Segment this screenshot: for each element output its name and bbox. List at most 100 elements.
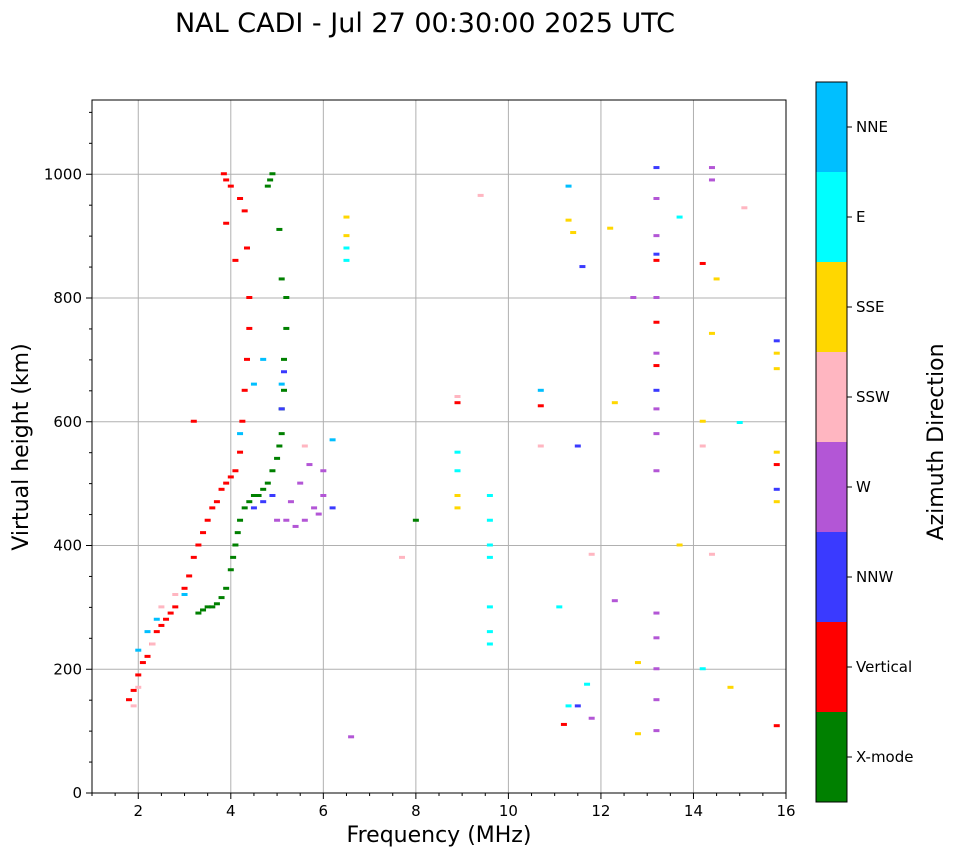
data-point <box>574 704 581 708</box>
data-point <box>537 404 544 408</box>
data-point <box>181 593 188 596</box>
data-point <box>250 382 257 386</box>
data-point <box>653 296 660 299</box>
data-point <box>634 732 641 736</box>
data-point <box>209 605 216 609</box>
data-point <box>611 599 618 603</box>
data-point <box>144 630 151 634</box>
data-point <box>204 605 211 609</box>
data-point <box>278 407 285 411</box>
colorbar-label: W <box>856 478 871 496</box>
data-point <box>250 494 257 497</box>
x-tick-label: 16 <box>776 802 795 820</box>
data-point <box>713 277 720 281</box>
x-tick-label: 6 <box>319 802 329 820</box>
data-point <box>283 296 290 299</box>
data-point <box>234 531 241 535</box>
colorbar-label: NNW <box>856 568 893 586</box>
data-point <box>773 450 780 454</box>
data-point <box>149 642 156 646</box>
colorbar-segment <box>816 532 847 622</box>
data-point <box>773 724 780 728</box>
data-point <box>281 357 288 361</box>
data-point <box>653 234 660 238</box>
data-point <box>486 543 493 547</box>
data-point <box>348 735 355 739</box>
colorbar-segment <box>816 262 847 352</box>
data-point <box>269 469 276 473</box>
data-point <box>126 698 133 702</box>
data-point <box>153 617 160 621</box>
data-point <box>200 531 207 535</box>
y-tick-label: 600 <box>53 413 82 431</box>
data-points <box>126 166 780 739</box>
data-point <box>611 401 618 405</box>
data-point <box>241 506 248 510</box>
data-point <box>708 178 715 182</box>
data-point <box>736 420 743 424</box>
data-point <box>195 611 202 615</box>
colorbar-label: SSE <box>856 298 885 316</box>
x-axis-label: Frequency (MHz) <box>347 823 532 848</box>
data-point <box>274 456 281 460</box>
data-point <box>588 552 595 556</box>
data-point <box>315 512 322 516</box>
x-tick-label: 4 <box>226 802 236 820</box>
data-point <box>454 401 461 405</box>
data-point <box>237 518 244 522</box>
data-point <box>260 487 267 491</box>
y-tick-label: 400 <box>53 537 82 555</box>
colorbar-label: NNE <box>856 118 888 136</box>
data-point <box>676 543 683 547</box>
data-point <box>283 518 290 522</box>
data-point <box>343 258 350 262</box>
data-point <box>220 172 227 176</box>
data-point <box>329 438 336 442</box>
data-point <box>306 463 313 467</box>
data-point <box>200 608 207 612</box>
data-point <box>135 685 142 689</box>
data-point <box>537 388 544 392</box>
data-point <box>232 469 239 473</box>
colorbar-segment <box>816 172 847 262</box>
data-point <box>486 494 493 497</box>
data-point <box>607 226 614 230</box>
data-point <box>227 184 234 188</box>
data-point <box>274 518 281 522</box>
data-point <box>158 623 165 627</box>
data-point <box>486 642 493 646</box>
data-point <box>301 444 308 448</box>
data-point <box>260 500 267 504</box>
data-point <box>486 555 493 559</box>
data-point <box>653 166 660 170</box>
colorbar-title: Azimuth Direction <box>924 343 949 540</box>
data-point <box>653 197 660 200</box>
data-point <box>163 617 170 621</box>
data-point <box>250 506 257 510</box>
data-point <box>653 698 660 702</box>
x-tick-label: 10 <box>499 802 518 820</box>
data-point <box>556 605 563 609</box>
data-point <box>181 586 188 590</box>
colorbar-segment <box>816 442 847 532</box>
data-point <box>537 444 544 448</box>
data-point <box>223 178 230 182</box>
data-point <box>227 475 234 479</box>
data-point <box>172 593 179 596</box>
data-point <box>153 630 160 634</box>
data-point <box>565 218 572 222</box>
data-point <box>223 586 230 590</box>
y-tick-label: 1000 <box>44 165 82 183</box>
data-point <box>278 432 285 436</box>
colorbar-label: X-mode <box>856 748 913 766</box>
data-point <box>190 555 197 559</box>
grid <box>92 100 786 793</box>
data-point <box>241 388 248 392</box>
data-point <box>301 518 308 522</box>
data-point <box>281 388 288 392</box>
data-point <box>246 326 253 330</box>
data-point <box>727 685 734 689</box>
colorbar-frame <box>815 81 848 803</box>
data-point <box>708 552 715 556</box>
colorbar: X-mode Vertical NNW W SSW SSE E NNE <box>815 81 913 803</box>
